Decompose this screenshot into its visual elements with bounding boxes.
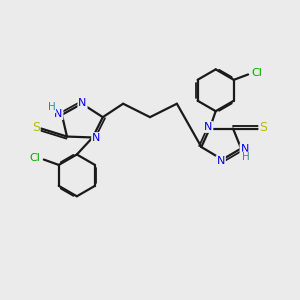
- Text: Cl: Cl: [251, 68, 262, 78]
- Text: N: N: [241, 144, 249, 154]
- Text: S: S: [32, 122, 40, 134]
- Text: N: N: [54, 109, 62, 119]
- Text: Cl: Cl: [29, 153, 40, 163]
- Text: H: H: [48, 102, 55, 112]
- Text: S: S: [260, 122, 268, 134]
- Text: N: N: [92, 133, 100, 143]
- Text: N: N: [204, 122, 212, 132]
- Text: H: H: [242, 152, 249, 163]
- Text: N: N: [217, 156, 225, 166]
- Text: N: N: [78, 98, 87, 108]
